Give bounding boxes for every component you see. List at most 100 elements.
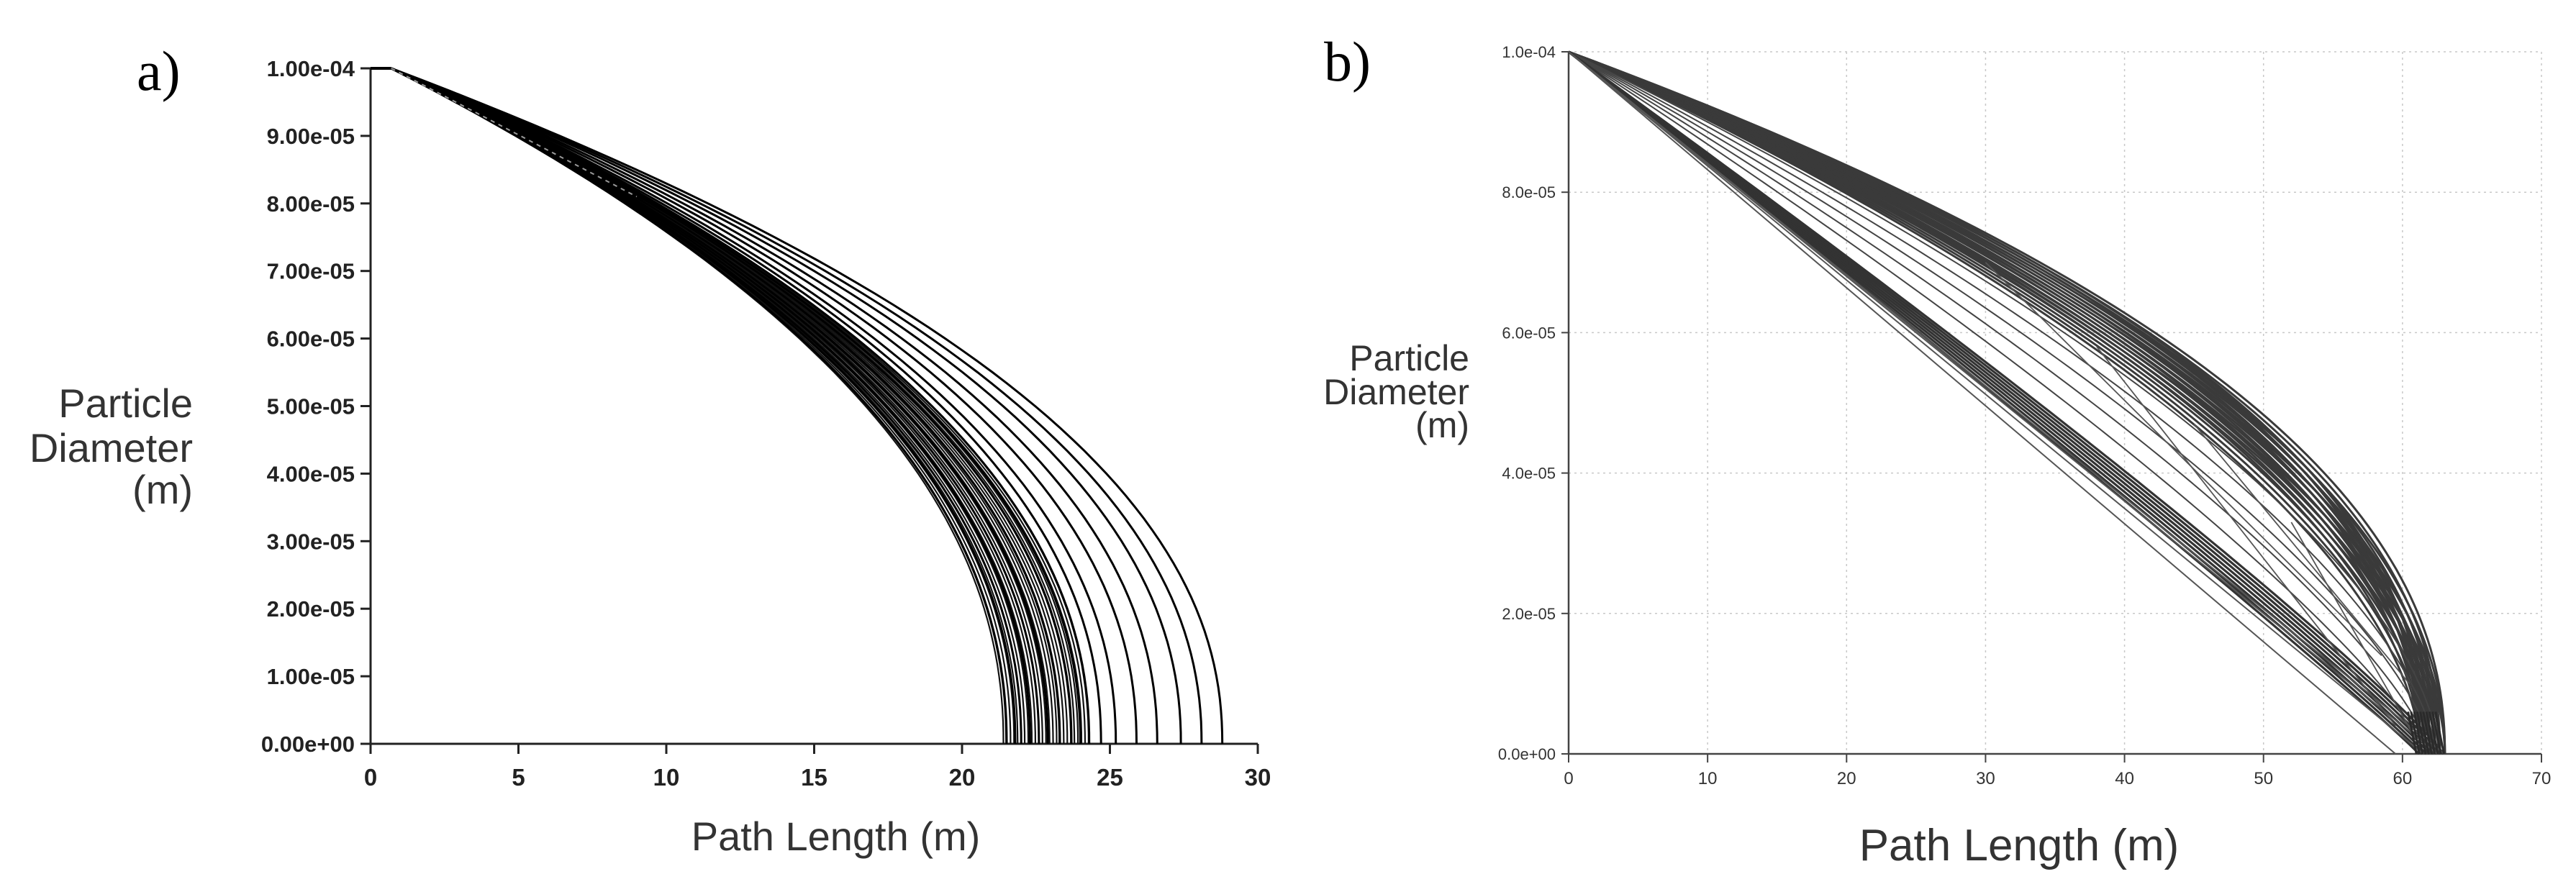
- chart-b-end-cluster: [2416, 711, 2427, 755]
- chart-a-trajectory-line: [391, 67, 1182, 745]
- chart-b-trajectory-line: [1568, 50, 2431, 755]
- chart-b-x-tick-label: 40: [2115, 769, 2134, 788]
- chart-a-trajectory-line: [391, 68, 1051, 745]
- chart-a-trajectory-line: [391, 68, 1076, 745]
- chart-b-trajectory-line: [1568, 50, 2422, 755]
- chart-a-y-tick-label: 3.00e-05: [267, 529, 355, 554]
- chart-b-trajectory-line: [1568, 50, 2431, 755]
- chart-b-y-tick-label: 8.0e-05: [1502, 183, 1556, 201]
- chart-a-y-tick-label: 1.00e-05: [267, 664, 355, 689]
- chart-b-x-axis-title: Path Length (m): [1859, 821, 2180, 870]
- chart-b-trajectory-line: [1568, 50, 2422, 755]
- chart-a-trajectory-line: [391, 68, 1069, 745]
- chart-b-end-cluster: [2434, 711, 2445, 755]
- chart-b-y-axis-title: Particle: [1349, 338, 1469, 378]
- chart-b-x-tick-label: 70: [2532, 769, 2552, 788]
- panel-a-label: a): [137, 40, 181, 102]
- chart-a-y-tick-label: 1.00e-04: [267, 56, 355, 81]
- chart-b-end-cluster: [2410, 711, 2421, 755]
- chart-a: 0.00e+00 1.00e-05 2.00e-05 3.00e-05 4.00e-05…: [30, 56, 1271, 859]
- chart-b-x-tick-label: 20: [1837, 769, 1856, 788]
- chart-b-trajectory-line: [1568, 51, 2437, 755]
- chart-a-y-axis-title: Diameter: [30, 425, 193, 470]
- chart-b-chord-line: [2193, 423, 2411, 684]
- chart-a-y-tick-label: 7.00e-05: [267, 259, 355, 284]
- chart-b-y-axis-title: Diameter: [1323, 372, 1469, 412]
- chart-b-y-tick-label: 1.0e-04: [1502, 43, 1556, 61]
- chart-b-end-cluster: [2419, 711, 2430, 755]
- chart-b-trajectory-line: [1568, 50, 2422, 755]
- chart-a-y-tick-label: 2.00e-05: [267, 596, 355, 622]
- chart-a-trajectory-line: [391, 67, 1049, 745]
- chart-a-x-tick-label: 25: [1097, 764, 1123, 791]
- chart-a-trajectory-line: [391, 67, 1091, 745]
- chart-a-trajectory-line: [391, 67, 1040, 745]
- chart-b-trajectory-line: [1568, 51, 2440, 755]
- chart-a-x-tick-label: 20: [949, 764, 976, 791]
- chart-a-trajectory-line: [391, 68, 1047, 745]
- chart-a-trajectory-line: [391, 68, 1033, 745]
- chart-a-trajectory-line: [391, 67, 1008, 745]
- chart-a-y-tick-label: 0.00e+00: [261, 732, 355, 757]
- chart-a-trajectory-line: [391, 68, 1043, 745]
- chart-b-chord-line: [2290, 522, 2417, 740]
- chart-a-y-axis-title: (m): [132, 467, 193, 512]
- chart-b-end-cluster: [2431, 711, 2442, 755]
- chart-b-end-cluster: [2407, 711, 2418, 755]
- chart-a-trajectory-line: [391, 67, 1031, 745]
- chart-b-x-tick-label: 10: [1698, 769, 1718, 788]
- chart-b-x-tick-label: 60: [2393, 769, 2413, 788]
- chart-a-x-axis-title: Path Length (m): [691, 814, 981, 859]
- chart-b-trajectory-line: [1568, 50, 2446, 755]
- chart-b-trajectory-line: [1568, 50, 2422, 755]
- chart-a-x-tick-label: 0: [364, 764, 377, 791]
- chart-b-trajectory-line: [1568, 51, 2431, 755]
- chart-b-trajectory-line: [1568, 51, 2434, 755]
- chart-b-trajectory-line: [1568, 50, 2427, 755]
- chart-b-end-cluster: [2422, 711, 2433, 755]
- chart-b-y-tick-label: 6.0e-05: [1502, 324, 1556, 342]
- chart-b-x-tick-label: 0: [1564, 769, 1573, 788]
- chart-a-trajectory-line: [391, 67, 1138, 745]
- chart-b-trajectory-line: [1568, 50, 2434, 755]
- chart-a-y-tick-label: 9.00e-05: [267, 124, 355, 149]
- chart-a-trajectory-line: [391, 67, 1117, 745]
- chart-b-y-tick-label: 2.0e-05: [1502, 605, 1556, 623]
- chart-a-trajectory-line: [391, 67, 1102, 745]
- chart-a-trajectory-line: [391, 68, 1065, 745]
- chart-a-trajectory-line: [391, 67, 1061, 745]
- chart-a-trajectory-line: [391, 67, 1158, 745]
- chart-a-trajectory-line: [391, 68, 1061, 745]
- chart-a-dashed-guide: [391, 68, 638, 198]
- chart-a-x-tick-label: 10: [653, 764, 680, 791]
- chart-a-trajectory-line: [391, 67, 1224, 745]
- chart-b-chord-line: [1985, 262, 2382, 656]
- chart-a-y-axis-title: Particle: [58, 381, 193, 426]
- chart-a-trajectory-line: [391, 68, 1058, 745]
- chart-b-x-tick-label: 50: [2254, 769, 2273, 788]
- chart-b: 0.0e+00 2.0e-05 4.0e-05 6.0e-05 8.0e-05 1.0e-…: [1323, 43, 2551, 870]
- chart-a-trajectory-line: [391, 68, 1037, 745]
- chart-b-straight-line: [1568, 51, 2424, 755]
- chart-a-trajectory-line: [391, 67, 1017, 745]
- chart-b-chord-line: [2096, 346, 2396, 727]
- chart-b-x-tick-label: 30: [1976, 769, 1995, 788]
- chart-a-x-tick-label: 15: [801, 764, 827, 791]
- chart-a-trajectory-line: [391, 67, 1203, 745]
- chart-b-y-tick-label: 4.0e-05: [1502, 465, 1556, 483]
- chart-a-y-tick-label: 4.00e-05: [267, 461, 355, 486]
- chart-a-trajectory-line: [391, 67, 1073, 745]
- chart-b-trajectory-line: [1568, 50, 2431, 755]
- chart-a-y-tick-label: 6.00e-05: [267, 327, 355, 352]
- chart-b-trajectory-line: [1568, 50, 2445, 755]
- chart-a-y-tick-label: 5.00e-05: [267, 394, 355, 419]
- chart-b-end-cluster: [2413, 711, 2424, 755]
- chart-a-trajectory-line: [391, 67, 1081, 745]
- chart-b-trajectory-line: [1568, 50, 2422, 755]
- chart-b-y-tick-label: 0.0e+00: [1498, 745, 1556, 763]
- chart-b-end-cluster: [2428, 711, 2439, 755]
- chart-a-x-tick-label: 5: [512, 764, 525, 791]
- chart-a-y-tick-label: 8.00e-05: [267, 191, 355, 217]
- chart-b-straight-line: [1568, 51, 2445, 755]
